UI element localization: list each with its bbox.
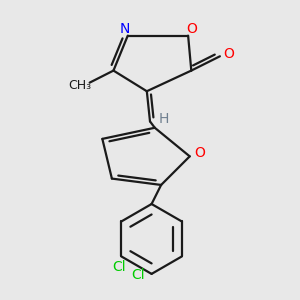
Text: O: O (223, 47, 234, 61)
Text: Cl: Cl (131, 268, 145, 283)
Text: H: H (159, 112, 169, 126)
Text: N: N (120, 22, 130, 36)
Text: O: O (194, 146, 205, 160)
Text: CH₃: CH₃ (68, 79, 92, 92)
Text: Cl: Cl (112, 260, 126, 274)
Text: O: O (187, 22, 197, 36)
